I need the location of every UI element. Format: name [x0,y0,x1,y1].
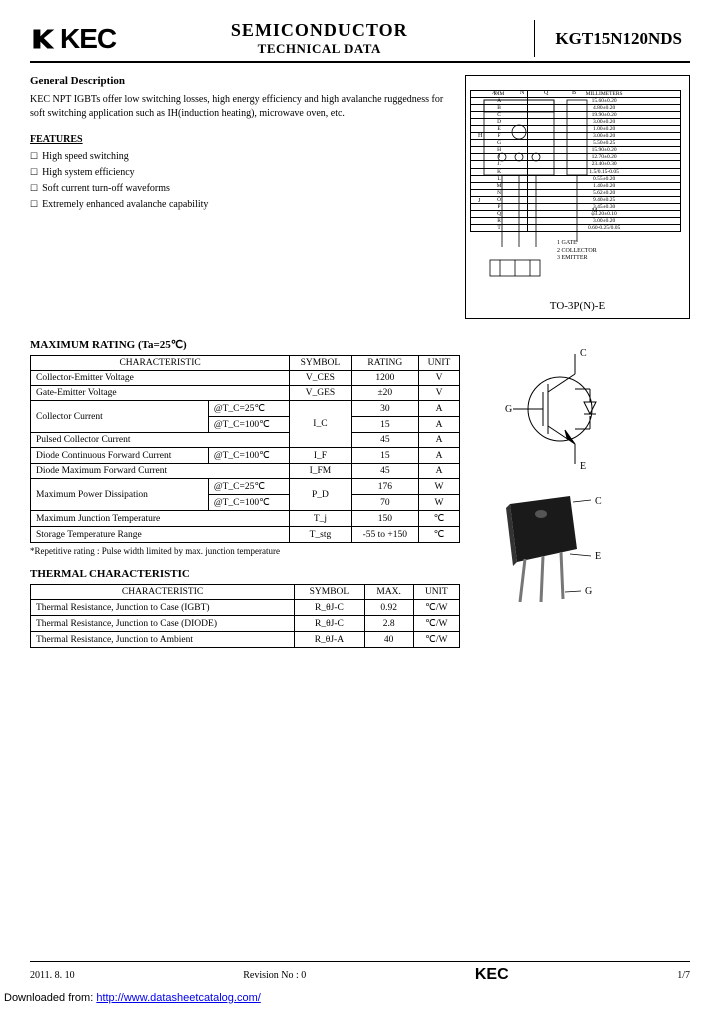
download-prefix: Downloaded from: [4,992,96,1004]
logo-mark-icon [30,26,56,52]
features-list: High speed switching High system efficie… [30,149,453,213]
pin-label: 3 EMITTER [557,255,597,262]
pin-labels: 1 GATE 2 COLLECTOR 3 EMITTER [557,240,597,262]
table-row: Thermal Resistance, Junction to Case (DI… [31,616,460,632]
download-link[interactable]: http://www.datasheetcatalog.com/ [96,992,260,1004]
feature-item: Extremely enhanced avalanche capability [30,197,453,213]
footer-revision: Revision No : 0 [243,970,306,981]
feature-item: Soft current turn-off waveforms [30,181,453,197]
package-photo: C E G [465,484,690,614]
page-header: KEC SEMICONDUCTOR TECHNICAL DATA KGT15N1… [30,20,690,63]
terminal-c: C [580,348,587,359]
download-source: Downloaded from: http://www.datasheetcat… [4,992,261,1004]
footer-date: 2011. 8. 10 [30,970,75,981]
general-desc-title: General Description [30,75,453,87]
table-row: Thermal Resistance, Junction to Ambient … [31,632,460,648]
general-desc-body: KEC NPT IGBTs offer low switching losses… [30,93,453,120]
logo: KEC [30,23,116,55]
doc-title: SEMICONDUCTOR TECHNICAL DATA [116,20,535,57]
terminal-e: E [580,461,586,472]
features-title: FEATURES [30,134,453,145]
dimension-table: DIMMILLIMETERS A15.60±0.20B4.80±0.20C19.… [470,90,681,232]
svg-text:E: E [595,551,601,562]
svg-text:G: G [585,586,592,597]
svg-text:C: C [595,496,602,507]
package-diagram-box: A N Q B H J M 1 GATE 2 COLLECTOR 3 EMITT… [465,75,690,319]
circuit-symbol: C G E [465,344,690,474]
logo-text: KEC [60,23,116,55]
feature-item: High speed switching [30,149,453,165]
pin-label: 1 GATE [557,240,597,247]
package-name: TO-3P(N)-E [472,300,683,312]
page-footer: 2011. 8. 10 Revision No : 0 KEC 1/7 [30,961,690,984]
doc-title-line2: TECHNICAL DATA [116,41,522,57]
terminal-g: G [505,404,512,415]
doc-title-line1: SEMICONDUCTOR [116,20,522,41]
footer-page: 1/7 [677,970,690,981]
part-number: KGT15N120NDS [535,29,690,49]
igbt-symbol-icon: C G E [465,344,645,474]
package-photo-icon: C E G [465,484,625,614]
feature-item: High system efficiency [30,165,453,181]
footer-logo: KEC [475,966,509,984]
pin-label: 2 COLLECTOR [557,248,597,255]
